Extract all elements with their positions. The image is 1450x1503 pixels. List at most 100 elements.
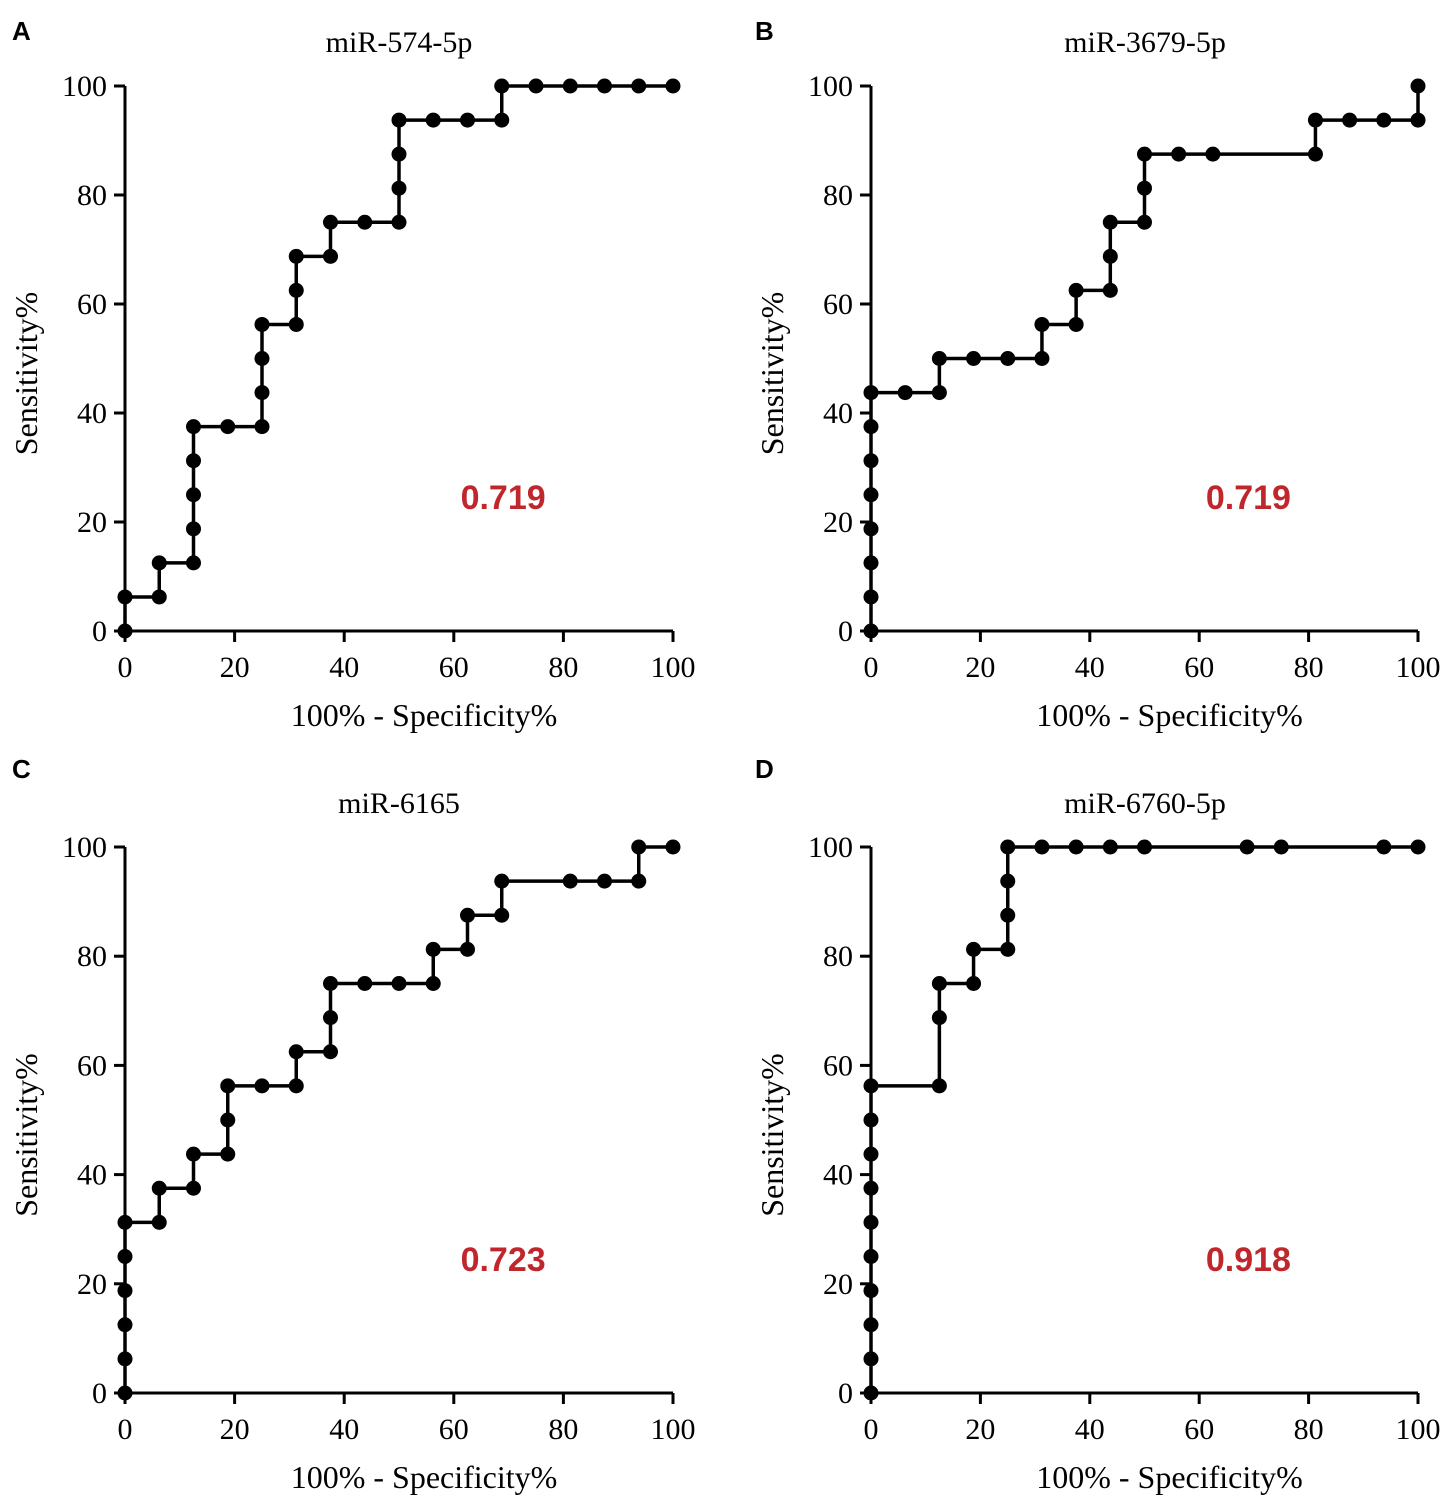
auc-value-label: 0.719 [461,479,546,517]
y-tick-label: 0 [838,1377,853,1410]
x-tick-label: 40 [1075,1413,1105,1446]
roc-data-point [1137,180,1152,196]
roc-data-point [1034,316,1050,332]
y-axis-label: Sensitivity% [754,1053,790,1217]
roc-data-point [425,112,441,128]
chart-title: miR-6760-5p [1064,787,1226,820]
roc-data-point [665,839,681,855]
roc-data-point [931,976,947,991]
roc-data-point [425,941,441,957]
x-axis-label: 100% - Specificity% [291,697,558,733]
y-tick-label: 60 [77,1049,107,1082]
roc-data-point [220,419,236,435]
roc-data-point [117,1351,133,1367]
auc-value-label: 0.918 [1206,1241,1291,1279]
roc-data-point [254,419,270,435]
roc-data-point [665,78,681,94]
y-tick-label: 100 [62,831,107,864]
roc-data-point [863,1385,879,1401]
roc-data-point [897,385,913,401]
roc-data-point [863,1214,879,1230]
y-tick-label: 60 [77,288,107,321]
roc-data-point [323,1010,338,1026]
roc-data-point [1102,214,1118,230]
roc-data-point [931,351,947,366]
roc-data-point [425,976,441,991]
x-tick-label: 40 [1075,651,1105,684]
y-tick-label: 0 [92,1377,107,1410]
chart-title: miR-3679-5p [1064,26,1226,59]
roc-data-point [1239,839,1255,855]
roc-data-point [151,1214,167,1230]
roc-data-point [863,419,879,435]
y-tick-label: 60 [823,1049,853,1082]
panel-letter: C [12,754,31,784]
roc-data-point [288,282,304,298]
roc-data-point [1000,907,1016,923]
roc-data-point [391,214,407,230]
roc-data-point [323,1044,338,1060]
auc-value-label: 0.719 [1206,479,1291,517]
roc-data-point [562,78,578,94]
roc-data-point [391,112,407,128]
roc-data-point [323,248,338,264]
chart-title: miR-574-5p [326,26,473,59]
y-tick-label: 40 [823,1159,853,1192]
roc-curve-line [869,86,1420,631]
roc-data-point [117,1214,133,1230]
x-tick-label: 20 [965,651,995,684]
roc-data-point [117,1249,133,1264]
roc-data-point [597,78,612,94]
roc-data-point [863,1317,879,1333]
roc-data-point [186,419,201,435]
roc-data-point [863,1351,879,1367]
roc-data-point [1410,839,1426,855]
roc-data-point [186,521,201,537]
x-tick-label: 80 [548,1413,578,1446]
x-tick-label: 60 [439,1413,469,1446]
y-tick-label: 20 [77,1268,107,1301]
roc-data-point [931,1010,947,1026]
y-tick-label: 80 [77,940,107,973]
roc-data-point [1307,112,1323,128]
x-tick-label: 60 [1184,1413,1214,1446]
panel-letter: D [755,754,774,784]
roc-data-point [863,453,879,469]
y-tick-label: 0 [92,615,107,648]
roc-data-point [1102,282,1118,298]
roc-data-point [1410,78,1426,94]
y-tick-label: 20 [823,506,853,539]
x-tick-label: 0 [118,1413,133,1446]
roc-data-point [323,976,338,991]
x-axis-label: 100% - Specificity% [1036,1459,1303,1495]
roc-data-point [562,873,578,889]
roc-data-point [1205,146,1221,162]
roc-data-point [528,78,544,94]
x-tick-label: 80 [1294,651,1324,684]
roc-data-point [863,1146,879,1162]
roc-data-point [186,555,201,571]
roc-data-point [220,1146,236,1162]
roc-data-point [597,873,612,889]
x-tick-label: 20 [220,651,250,684]
y-tick-label: 0 [838,615,853,648]
y-tick-label: 100 [808,70,853,103]
roc-data-point [1068,282,1084,298]
roc-data-point [494,112,510,128]
x-tick-label: 0 [118,651,133,684]
roc-curve-line [123,845,673,1393]
roc-data-point [863,521,879,537]
roc-curve-line [869,845,1418,1393]
x-tick-label: 100 [1396,1413,1441,1446]
roc-data-point [966,976,982,991]
x-tick-label: 80 [548,651,578,684]
roc-data-point [254,351,270,366]
roc-data-point [863,623,879,639]
roc-data-point [1102,248,1118,264]
roc-data-point [494,907,510,923]
y-axis-label: Sensitivity% [8,292,44,456]
x-tick-label: 0 [864,1413,879,1446]
